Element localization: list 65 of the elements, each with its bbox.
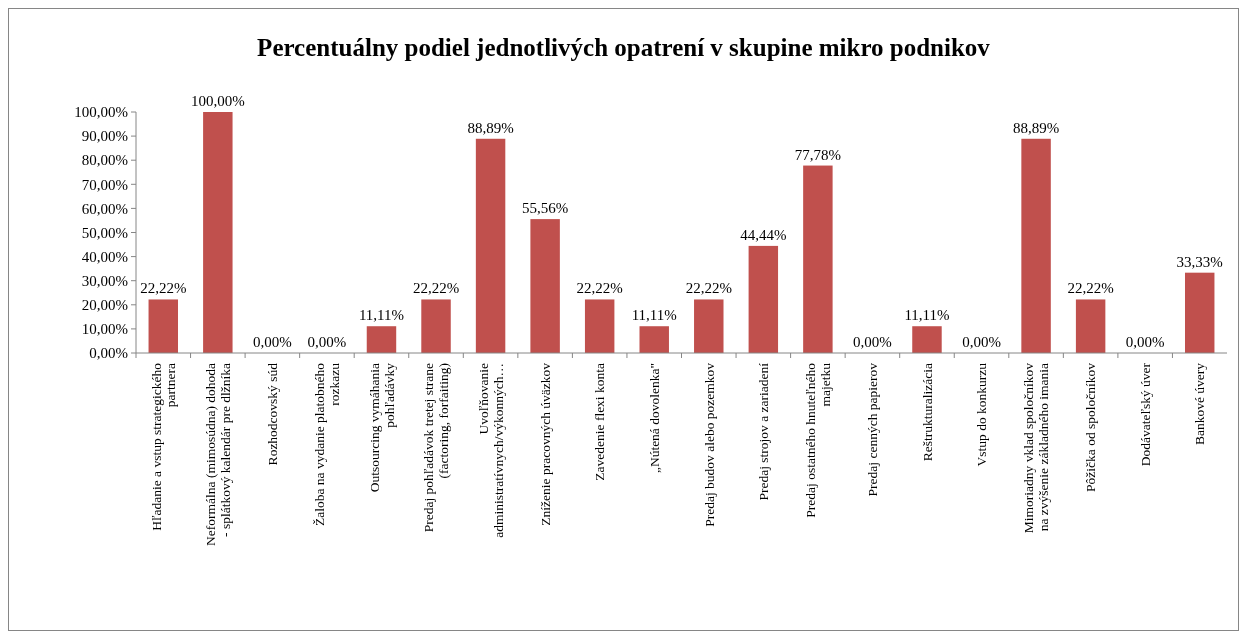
y-tick-label: 30,00% (81, 272, 128, 289)
data-label: 55,56% (522, 200, 569, 217)
data-label: 22,22% (1067, 280, 1114, 297)
data-label: 44,44% (740, 226, 787, 243)
bar (803, 165, 833, 353)
data-label: 0,00% (253, 334, 292, 350)
x-tick-label: Hľadanie a vstup strategického partnera (148, 362, 179, 531)
bar (694, 299, 724, 353)
data-label: 0,00% (307, 334, 347, 350)
x-tick-label: Uvoľňovanie administratívnych/výkonných… (475, 362, 506, 538)
x-tick-label: Reštrukturalizácia (919, 363, 935, 462)
y-tick-label: 20,00% (81, 297, 128, 314)
bar (366, 326, 397, 353)
y-tick-label: 60,00% (81, 200, 128, 217)
data-label: 22,22% (412, 280, 460, 297)
x-tick-label: Predaj pohľadávok tretej strane (factoring, forfaiting) (421, 363, 452, 533)
data-label: 22,22% (576, 280, 623, 297)
y-tick-label: 80,00% (81, 152, 128, 169)
bar (203, 112, 233, 353)
x-tick-label: „Nútená dovolenka" (646, 363, 662, 474)
x-tick-label: Rozhodcovský súd (265, 362, 281, 466)
data-label: 33,33% (1176, 253, 1223, 270)
y-tick-label: 50,00% (81, 224, 128, 241)
data-label: 0,00% (962, 334, 1001, 350)
x-tick-label: Zníženie pracovných úväzkov (537, 362, 553, 526)
x-tick-label: Vstup do konkurzu (974, 362, 990, 467)
x-tick-label: Predaj strojov a zariadení (756, 362, 772, 501)
bar (1021, 138, 1051, 353)
data-label: 0,00% (1125, 334, 1165, 350)
y-tick-label: 0,00% (89, 345, 128, 362)
data-label: 0,00% (853, 334, 892, 350)
x-tick-label: Pôžička od spoločníkov (1083, 362, 1099, 492)
y-tick-label: 100,00% (74, 104, 128, 121)
data-label: 22,22% (140, 280, 187, 297)
data-label: 22,22% (685, 280, 732, 297)
bar (475, 138, 506, 353)
bar (148, 299, 178, 353)
x-tick-label: Dodávateľský úver (1137, 362, 1153, 467)
bar (584, 299, 615, 353)
x-tick-label: Žaloba na vydanie platobného rozkazu (312, 362, 343, 527)
bar (1075, 299, 1106, 353)
x-tick-label: Mimoriadny vklad spoločníkov na zvýšenie základného imania (1021, 362, 1052, 534)
data-label: 11,11% (904, 307, 950, 324)
x-tick-label: Predaj ostatného hnuteľného majetku (803, 362, 834, 518)
y-tick-label: 70,00% (81, 176, 128, 193)
bar (421, 299, 451, 353)
x-tick-label: Bankové úvery (1192, 362, 1208, 446)
x-tick-label: Zavedenie flexi konta (592, 363, 608, 481)
data-label: 88,89% (1012, 119, 1060, 136)
data-label: 11,11% (358, 307, 405, 324)
y-tick-label: 90,00% (81, 128, 128, 145)
bar (639, 326, 669, 353)
chart-title: Percentuálny podiel jednotlivých opatrení v skupine mikro podnikov (257, 34, 991, 61)
data-label: 88,89% (467, 119, 514, 136)
data-label: 77,78% (794, 146, 841, 163)
y-tick-label: 40,00% (81, 248, 128, 265)
x-tick-label: Predaj budov alebo pozemkov (701, 362, 717, 527)
bar (1185, 272, 1215, 353)
bar (748, 245, 779, 353)
data-label: 100,00% (190, 93, 245, 109)
bar (530, 219, 560, 353)
x-tick-label: Predaj cenných papierov (865, 362, 881, 497)
y-tick-label: 10,00% (81, 321, 128, 338)
bar (912, 326, 942, 353)
data-label: 11,11% (631, 307, 677, 324)
